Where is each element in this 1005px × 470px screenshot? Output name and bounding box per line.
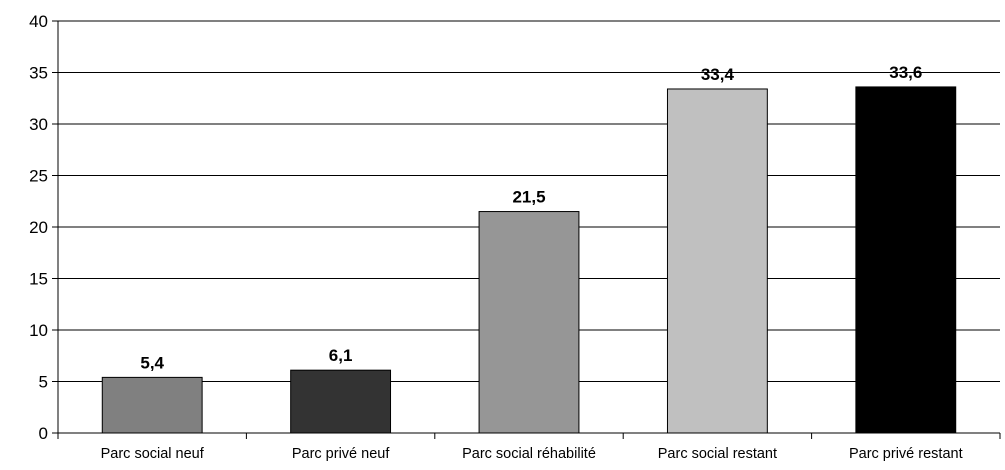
y-tick-labels: 0 5 10 15 20 25 30 35 40 <box>29 12 48 443</box>
x-tick-label: Parc social réhabilité <box>462 446 596 462</box>
bar <box>855 86 957 434</box>
y-tick-label: 35 <box>29 64 48 83</box>
x-tick-label: Parc privé neuf <box>292 446 390 462</box>
bar <box>666 88 768 434</box>
x-tick-label: Parc social neuf <box>101 446 205 462</box>
y-tick-label: 40 <box>29 12 48 31</box>
bars <box>101 86 957 434</box>
y-tick-label: 20 <box>29 218 48 237</box>
x-tick-label: Parc social restant <box>658 446 777 462</box>
x-tick-labels: Parc social neuf Parc privé neuf Parc soci… <box>101 446 963 462</box>
y-tick-label: 25 <box>29 167 48 186</box>
y-tick-label: 15 <box>29 270 48 289</box>
bar <box>478 211 580 434</box>
data-label: 21,5 <box>512 188 545 207</box>
y-tick-label: 0 <box>39 424 48 443</box>
y-tick-label: 5 <box>39 373 48 392</box>
bar <box>290 369 392 434</box>
data-label: 33,6 <box>889 63 922 82</box>
data-labels: 5,4 6,1 21,5 33,4 33,6 <box>140 63 922 372</box>
x-tick-label: Parc privé restant <box>849 446 963 462</box>
y-tick-label: 10 <box>29 321 48 340</box>
data-label: 33,4 <box>701 65 735 84</box>
axes <box>52 20 1001 439</box>
data-label: 5,4 <box>140 353 164 372</box>
data-label: 6,1 <box>329 346 353 365</box>
y-tick-label: 30 <box>29 115 48 134</box>
bar <box>101 376 203 434</box>
